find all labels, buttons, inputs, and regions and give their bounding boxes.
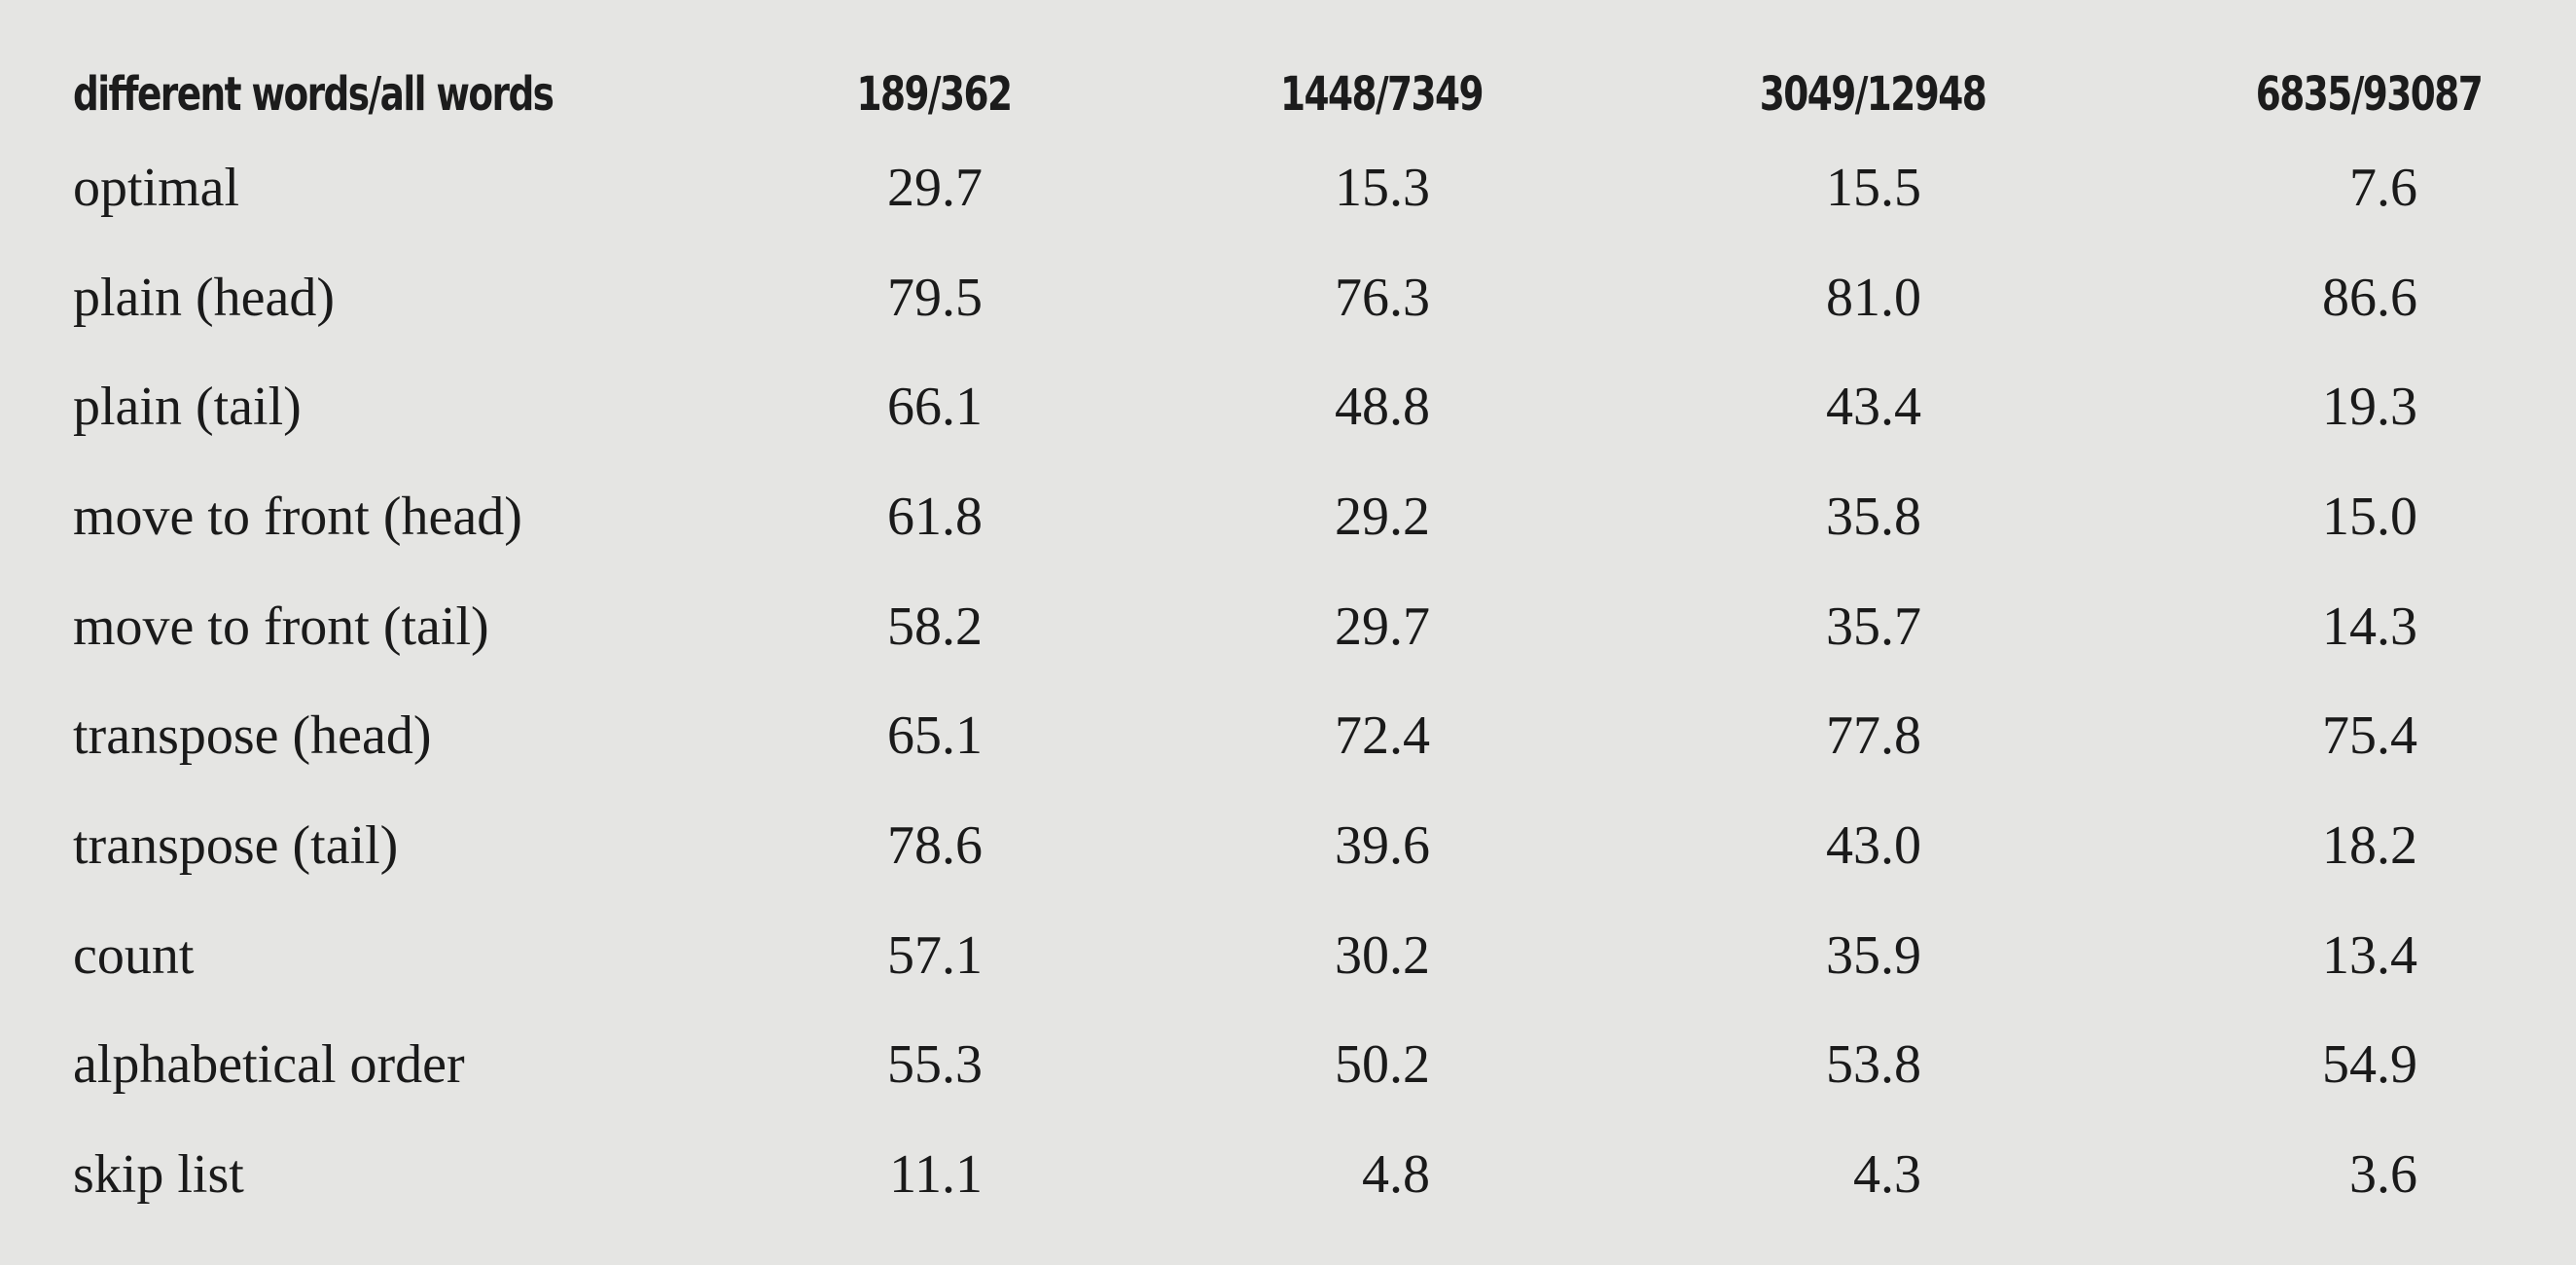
row-label: count bbox=[73, 925, 195, 986]
row-label: move to front (tail) bbox=[73, 596, 489, 657]
table-cell: 43.0 bbox=[1826, 815, 1921, 876]
table-cell: 86.6 bbox=[2322, 268, 2417, 328]
table-cell: 35.8 bbox=[1826, 487, 1921, 547]
table-cell: 79.5 bbox=[887, 268, 983, 328]
column-header-1448-7349: 1448/7349 bbox=[1279, 67, 1485, 122]
row-label: alphabetical order bbox=[73, 1034, 465, 1095]
table-cell: 3.6 bbox=[2349, 1144, 2417, 1205]
table-row: count 57.1 30.2 35.9 13.4 bbox=[0, 901, 2576, 1011]
table-cell: 30.2 bbox=[1335, 925, 1430, 986]
table-row: move to front (tail) 58.2 29.7 35.7 14.3 bbox=[0, 572, 2576, 682]
table-row: alphabetical order 55.3 50.2 53.8 54.9 bbox=[0, 1010, 2576, 1120]
column-header-label: different words/all words bbox=[73, 67, 555, 122]
table-row: transpose (head) 65.1 72.4 77.8 75.4 bbox=[0, 681, 2576, 791]
table-cell: 13.4 bbox=[2322, 925, 2417, 986]
table-cell: 7.6 bbox=[2349, 158, 2417, 218]
table-cell: 29.2 bbox=[1335, 487, 1430, 547]
table-cell: 61.8 bbox=[887, 487, 983, 547]
table-cell: 48.8 bbox=[1335, 377, 1430, 437]
table-cell: 77.8 bbox=[1826, 705, 1921, 766]
row-label: transpose (tail) bbox=[73, 815, 399, 876]
table-cell: 76.3 bbox=[1335, 268, 1430, 328]
table-cell: 4.3 bbox=[1853, 1144, 1921, 1205]
table-cell: 75.4 bbox=[2322, 705, 2417, 766]
table-cell: 43.4 bbox=[1826, 377, 1921, 437]
table-cell: 29.7 bbox=[887, 158, 983, 218]
table-cell: 15.0 bbox=[2322, 487, 2417, 547]
table-cell: 39.6 bbox=[1335, 815, 1430, 876]
row-label: transpose (head) bbox=[73, 705, 432, 766]
table-cell: 66.1 bbox=[887, 377, 983, 437]
table-cell: 35.9 bbox=[1826, 925, 1921, 986]
row-label: plain (tail) bbox=[73, 377, 302, 437]
table-cell: 50.2 bbox=[1335, 1034, 1430, 1095]
table-row: plain (tail) 66.1 48.8 43.4 19.3 bbox=[0, 352, 2576, 462]
table-cell: 78.6 bbox=[887, 815, 983, 876]
row-label: optimal bbox=[73, 158, 240, 218]
column-header-3049-12948: 3049/12948 bbox=[1759, 67, 1987, 122]
table-cell: 57.1 bbox=[887, 925, 983, 986]
table-row: transpose (tail) 78.6 39.6 43.0 18.2 bbox=[0, 791, 2576, 901]
table-cell: 29.7 bbox=[1335, 596, 1430, 657]
table-cell: 14.3 bbox=[2322, 596, 2417, 657]
table-cell: 65.1 bbox=[887, 705, 983, 766]
table-cell: 15.5 bbox=[1826, 158, 1921, 218]
column-header-6835-93087: 6835/93087 bbox=[2255, 67, 2484, 122]
row-label: skip list bbox=[73, 1144, 244, 1205]
table-row: optimal 29.7 15.3 15.5 7.6 bbox=[0, 133, 2576, 243]
table-row: plain (head) 79.5 76.3 81.0 86.6 bbox=[0, 243, 2576, 353]
row-label: move to front (head) bbox=[73, 487, 522, 547]
table-header-row: different words/all words 189/362 1448/7… bbox=[0, 40, 2576, 150]
table-row: skip list 11.1 4.8 4.3 3.6 bbox=[0, 1120, 2576, 1230]
table-cell: 18.2 bbox=[2322, 815, 2417, 876]
row-label: plain (head) bbox=[73, 268, 335, 328]
table-cell: 4.8 bbox=[1362, 1144, 1430, 1205]
table-cell: 72.4 bbox=[1335, 705, 1430, 766]
table-cell: 11.1 bbox=[889, 1144, 983, 1205]
table-row: move to front (head) 61.8 29.2 35.8 15.0 bbox=[0, 462, 2576, 572]
table-cell: 81.0 bbox=[1826, 268, 1921, 328]
table-cell: 19.3 bbox=[2322, 377, 2417, 437]
column-header-189-362: 189/362 bbox=[856, 67, 1013, 122]
table-cell: 15.3 bbox=[1335, 158, 1430, 218]
table-cell: 55.3 bbox=[887, 1034, 983, 1095]
table-cell: 54.9 bbox=[2322, 1034, 2417, 1095]
table-cell: 53.8 bbox=[1826, 1034, 1921, 1095]
table-cell: 35.7 bbox=[1826, 596, 1921, 657]
table-cell: 58.2 bbox=[887, 596, 983, 657]
